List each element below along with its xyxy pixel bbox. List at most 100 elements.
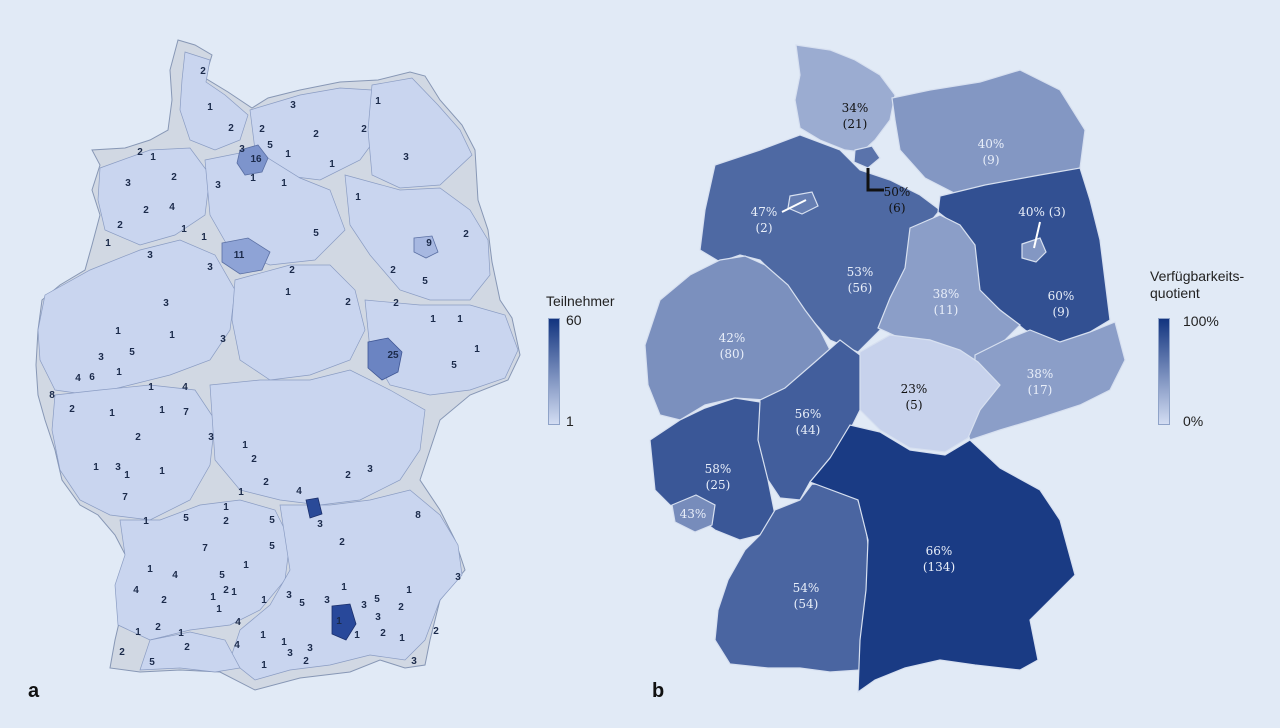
district-count-label: 1 — [457, 314, 463, 325]
district-count-label: 5 — [269, 541, 275, 552]
legend-b-title: Verfügbarkeits- quotient — [1150, 268, 1244, 302]
legend-a-title: Teilnehmer — [546, 293, 615, 309]
state-pct-TH: 23% — [901, 382, 928, 396]
legend-b-title-line2: quotient — [1150, 285, 1200, 301]
state-n-HE: (44) — [796, 423, 821, 437]
district-count-label: 3 — [361, 600, 367, 611]
district-count-label: 1 — [178, 628, 184, 639]
district-count-label: 1 — [355, 192, 361, 203]
district-count-label: 3 — [125, 178, 131, 189]
district-count-label: 2 — [228, 123, 234, 134]
district-count-label: 3 — [115, 462, 121, 473]
district-count-label: 3 — [403, 152, 409, 163]
district-count-label: 2 — [117, 220, 123, 231]
district-count-label: 1 — [201, 232, 207, 243]
district-count-label: 3 — [208, 432, 214, 443]
legend-a-colorbar — [548, 318, 560, 425]
district-count-label: 1 — [238, 487, 244, 498]
district-count-label: 2 — [390, 265, 396, 276]
district-count-label: 3 — [290, 100, 296, 111]
district-count-label: 6 — [89, 372, 95, 383]
district-count-label: 1 — [261, 660, 267, 671]
district-count-label: 4 — [234, 640, 240, 651]
district-count-label: 2 — [398, 602, 404, 613]
district-count-label: 5 — [129, 347, 135, 358]
state-n-ST: (11) — [934, 303, 959, 317]
district-count-label: 2 — [463, 229, 469, 240]
state-n-RP: (25) — [706, 478, 731, 492]
state-pct-SN: 38% — [1027, 367, 1054, 381]
state-pct-HB: 47% — [751, 205, 778, 219]
district-count-label: 1 — [285, 287, 291, 298]
state-n-NW: (80) — [720, 347, 745, 361]
state-pct-SH: 34% — [842, 101, 869, 115]
district-count-label: 2 — [263, 477, 269, 488]
state-TH — [854, 334, 1001, 453]
state-labels-b: 34% (21) 50% (6) 40% (9) 47% (2) 53% (56) 40% (3) 6… — [680, 101, 1075, 611]
district-count-label: 5 — [183, 513, 189, 524]
district-11 — [221, 237, 271, 275]
district-count-label: 1 — [169, 330, 175, 341]
district-count-label: 4 — [296, 486, 302, 497]
state-SH — [794, 44, 896, 153]
district-count-label: 3 — [455, 572, 461, 583]
district-count-label: 3 — [287, 648, 293, 659]
state-pct-NW: 42% — [719, 331, 746, 345]
district-count-label: 3 — [147, 250, 153, 261]
legend-b-title-line1: Verfügbarkeits- — [1150, 268, 1245, 284]
district-count-label: 2 — [184, 642, 190, 653]
district-count-label: 1 — [150, 152, 156, 163]
district-count-label: 2 — [303, 656, 309, 667]
district-16 — [236, 144, 269, 176]
district-count-label: 1 — [124, 470, 130, 481]
district-count-label: 1 — [474, 344, 480, 355]
district-count-label: 1 — [243, 560, 249, 571]
state-n-SH: (21) — [843, 117, 868, 131]
district-count-label: 1 — [430, 314, 436, 325]
district-count-label: 1 — [148, 382, 154, 393]
state-pct-BW: 54% — [793, 581, 820, 595]
district-count-label: 25 — [387, 350, 399, 361]
state-HB — [787, 191, 819, 215]
district-count-label: 3 — [220, 334, 226, 345]
districts-a — [37, 51, 519, 681]
legend-a-min: 1 — [566, 413, 574, 429]
district-count-label: 7 — [183, 407, 189, 418]
district-count-label: 3 — [367, 464, 373, 475]
district-count-label: 1 — [135, 627, 141, 638]
district-count-label: 5 — [269, 515, 275, 526]
district-count-label: 3 — [317, 519, 323, 530]
district-count-label: 1 — [143, 516, 149, 527]
state-n-SN: (17) — [1028, 383, 1053, 397]
map-b — [644, 44, 1126, 694]
district-count-label: 1 — [210, 592, 216, 603]
district-count-label: 1 — [93, 462, 99, 473]
district-count-label: 4 — [235, 617, 241, 628]
district-count-label: 1 — [231, 587, 237, 598]
district-count-label: 1 — [399, 633, 405, 644]
district-count-label: 5 — [267, 140, 273, 151]
state-n-BB: (9) — [1053, 305, 1070, 319]
district-count-label: 2 — [161, 595, 167, 606]
district-count-label: 9 — [426, 238, 432, 249]
district-count-label: 5 — [299, 598, 305, 609]
district-count-label: 2 — [171, 172, 177, 183]
state-pct-HH: 50% — [884, 185, 911, 199]
district-count-label: 1 — [242, 440, 248, 451]
state-pct-NI: 53% — [847, 265, 874, 279]
district-count-label: 4 — [169, 202, 175, 213]
district-count-label: 11 — [234, 250, 245, 261]
district-count-label: 2 — [361, 124, 367, 135]
district-count-label: 4 — [182, 382, 188, 393]
district-count-label: 5 — [451, 360, 457, 371]
district-count-label: 1 — [159, 466, 165, 477]
district-count-label: 4 — [133, 585, 139, 596]
state-SL — [671, 494, 716, 533]
district-count-label: 2 — [69, 404, 75, 415]
district-count-label: 1 — [285, 149, 291, 160]
district-count-label: 2 — [380, 628, 386, 639]
district-count-label: 2 — [143, 205, 149, 216]
state-n-NI: (56) — [848, 281, 873, 295]
